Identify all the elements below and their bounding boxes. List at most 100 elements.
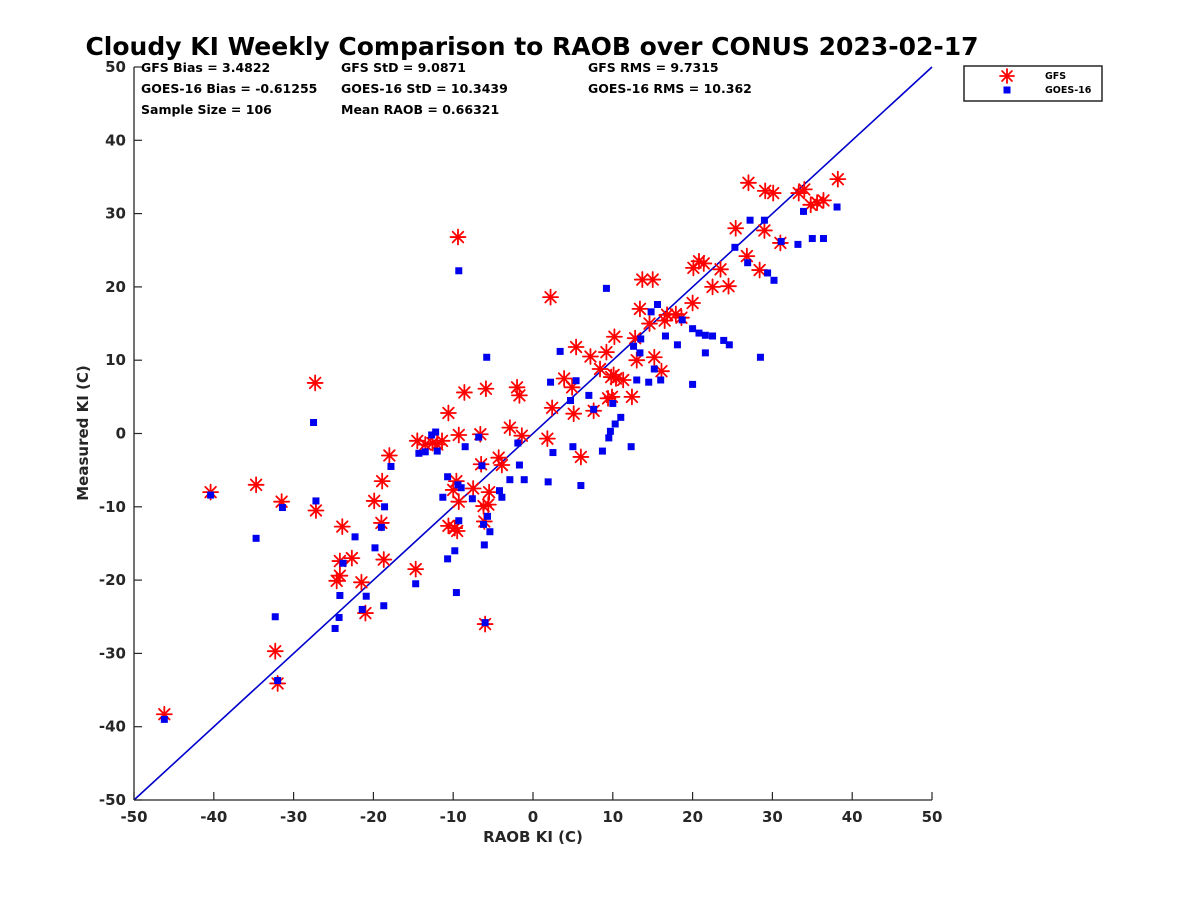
goes-16-point <box>358 605 366 613</box>
x-tick-label: 50 <box>922 808 943 826</box>
gfs-point <box>373 472 391 490</box>
stats-annotations: GFS Bias = 3.4822 GFS StD = 9.0871 GFS R… <box>141 60 752 117</box>
gfs-point <box>740 174 757 192</box>
goes-16-point <box>336 591 344 599</box>
goes-16-point <box>661 332 669 340</box>
goes-16-point <box>800 207 808 215</box>
x-axis-label: RAOB KI (C) <box>483 828 583 846</box>
gfs-point <box>614 371 632 389</box>
gfs-point <box>306 374 324 392</box>
goes-16-point <box>252 534 260 542</box>
goes-16-point <box>506 476 514 484</box>
goes-16-point <box>481 619 489 627</box>
x-tick-label: 10 <box>602 808 623 826</box>
goes-16-point <box>577 482 585 490</box>
goes-16-point <box>351 533 359 541</box>
x-axis: -50 -40 -30 -20 -10 0 10 20 30 40 50 <box>120 792 942 826</box>
goes-16-point <box>271 613 279 621</box>
gfs-point <box>543 399 561 417</box>
goes-16-point <box>633 376 641 384</box>
legend-gfs-marker <box>999 68 1015 84</box>
gfs-point <box>333 518 351 535</box>
plot-area: -50 -40 -30 -20 -10 0 10 20 30 40 50 -50-40-30-20-… <box>99 58 943 826</box>
goes-16-point <box>725 341 733 349</box>
goes-16-point <box>483 353 491 361</box>
goes-16-point <box>381 503 389 511</box>
gfs-point <box>538 430 556 448</box>
goes-16-point <box>695 329 703 337</box>
goes-16-point <box>498 493 506 501</box>
gfs-point <box>829 170 847 188</box>
goes-16-point <box>572 377 580 385</box>
goes-16-point <box>609 399 617 407</box>
gfs-point <box>712 260 729 278</box>
gfs-point <box>644 271 662 288</box>
y-tick-label: 0 <box>116 425 126 443</box>
goes-std-text: GOES-16 StD = 10.3439 <box>341 81 508 96</box>
goes-16-point <box>480 520 488 528</box>
gfs-point <box>343 549 361 567</box>
gfs-point <box>572 448 590 466</box>
goes-16-point <box>701 331 709 339</box>
gfs-point <box>641 315 658 332</box>
gfs-point <box>493 456 511 474</box>
gfs-point <box>631 300 649 318</box>
gfs-point <box>455 384 473 401</box>
x-tick-label: -50 <box>120 808 147 826</box>
goes-16-point <box>657 376 665 384</box>
goes-16-point <box>590 405 598 413</box>
y-tick-label: 30 <box>105 205 126 223</box>
goes-16-point <box>689 380 697 388</box>
goes-16-point <box>544 478 552 486</box>
gfs-point <box>464 480 482 497</box>
y-tick-label: 10 <box>105 351 126 369</box>
y-axis: -50 -40 -30 -20 -10 0 10 20 30 40 50 <box>99 58 142 809</box>
goes-16-point <box>650 365 658 373</box>
y-tick-label: -10 <box>99 498 126 516</box>
goes-16-point <box>452 589 460 597</box>
goes-16-point <box>335 613 343 621</box>
goes-16-point <box>444 473 452 481</box>
gfs-point <box>375 551 393 568</box>
goes-16-point <box>556 347 564 355</box>
goes-16-point <box>636 349 644 357</box>
goes-16-point <box>833 203 841 211</box>
goes-16-point <box>709 332 717 340</box>
x-tick-label: -10 <box>440 808 467 826</box>
gfs-point <box>605 366 622 384</box>
y-tick-label: 20 <box>105 278 126 296</box>
gfs-point <box>440 404 457 422</box>
goes-16-point <box>720 336 728 344</box>
goes-16-point <box>637 335 645 343</box>
goes-16-point <box>647 308 655 316</box>
goes-16-point <box>605 434 613 442</box>
goes-16-point <box>480 541 488 549</box>
goes-16-point <box>274 677 282 685</box>
goes-16-point <box>731 243 739 251</box>
goes-rms-text: GOES-16 RMS = 10.362 <box>588 81 752 96</box>
goes-16-point <box>617 413 625 421</box>
goes-16-point <box>310 419 318 427</box>
gfs-bias-text: GFS Bias = 3.4822 <box>141 60 270 75</box>
goes-16-point <box>567 397 575 405</box>
goes-16-point <box>547 378 555 386</box>
goes-16-point <box>569 443 577 451</box>
gfs-point <box>756 222 773 239</box>
goes-16-point <box>339 559 347 567</box>
goes-16-point <box>207 491 215 499</box>
goes-16-point <box>457 484 465 492</box>
gfs-point <box>365 492 383 510</box>
gfs-point <box>450 493 468 511</box>
goes-16-point <box>630 342 638 350</box>
y-tick-label: -20 <box>99 571 126 589</box>
goes-16-point <box>760 216 768 224</box>
x-tick-label: 40 <box>842 808 863 826</box>
gfs-rms-text: GFS RMS = 9.7315 <box>588 60 719 75</box>
legend-box <box>963 65 1103 102</box>
goes-16-point <box>331 624 339 632</box>
y-tick-label: 50 <box>105 58 126 76</box>
goes-16-point <box>611 420 619 428</box>
y-tick-label: -50 <box>99 791 126 809</box>
goes-16-point <box>451 547 459 555</box>
